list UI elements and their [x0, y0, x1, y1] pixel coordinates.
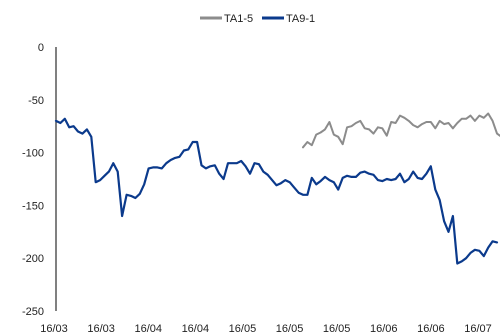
x-tick-label: 16/06 [370, 323, 398, 335]
legend-label-ta9-1: TA9-1 [286, 13, 315, 25]
x-tick-label: 16/07 [464, 323, 492, 335]
series-layer [54, 112, 500, 265]
x-tick-label: 16/06 [417, 323, 445, 335]
legend-label-ta1-5: TA1-5 [224, 13, 253, 25]
y-tick-label: -50 [28, 95, 44, 107]
x-tick-label: 16/05 [276, 323, 304, 335]
x-axis: 16/03 16/03 16/04 16/04 16/05 16/05 16/05 16/06… [40, 323, 492, 335]
x-tick-label: 16/03 [87, 323, 115, 335]
y-tick-label: -100 [22, 148, 44, 160]
y-axis: 0 -50 -100 -150 -200 -250 [22, 42, 57, 318]
x-tick-label: 16/05 [229, 323, 257, 335]
series-line-ta1-5 [302, 112, 500, 149]
y-tick-label: 0 [38, 42, 44, 54]
x-tick-label: 16/04 [182, 323, 210, 335]
legend: TA1-5 TA9-1 [200, 13, 315, 25]
x-tick-label: 16/05 [323, 323, 351, 335]
series-line-ta9-1 [54, 117, 499, 265]
x-tick-label: 16/04 [134, 323, 162, 335]
y-tick-label: -150 [22, 200, 44, 212]
x-tick-label: 16/03 [40, 323, 68, 335]
y-tick-label: -200 [22, 253, 44, 265]
y-tick-label: -250 [22, 306, 44, 318]
